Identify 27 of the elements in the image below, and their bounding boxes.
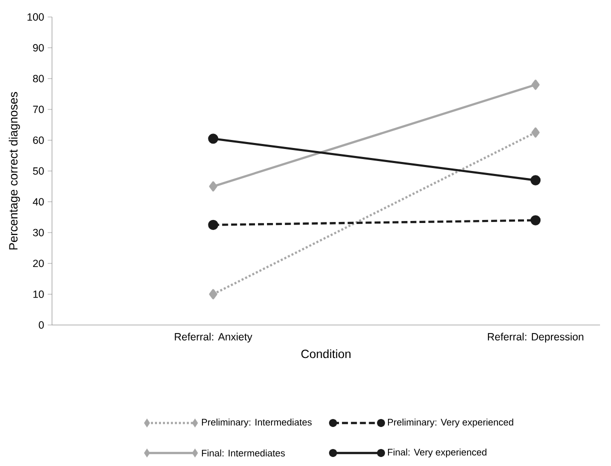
y-tick-label: 20 bbox=[33, 260, 44, 268]
legend-label: Preliminary: Very experienced bbox=[388, 418, 514, 428]
x-tick-label: Referral: Depression bbox=[488, 332, 584, 343]
legend-label: Preliminary: Intermediates bbox=[202, 418, 312, 428]
y-tick-label: 60 bbox=[33, 136, 44, 144]
x-tick-label: Referral: Anxiety bbox=[174, 332, 252, 343]
y-tick-label: 70 bbox=[33, 106, 44, 114]
point bbox=[531, 127, 540, 138]
y-tick-label: 0 bbox=[38, 321, 44, 329]
legend-label: Final: Intermediates bbox=[202, 450, 285, 456]
point bbox=[209, 289, 218, 300]
point bbox=[530, 175, 541, 186]
legend-label: Final: Very experienced bbox=[388, 448, 486, 458]
point bbox=[531, 80, 540, 90]
x-axis-title: Condition bbox=[301, 349, 350, 358]
y-tick-label: 90 bbox=[33, 44, 44, 52]
point bbox=[209, 181, 218, 192]
y-tick-label: 10 bbox=[33, 290, 44, 298]
y-axis-title: Percentage correct diagnoses bbox=[8, 92, 20, 250]
y-tick-label: 80 bbox=[33, 74, 44, 82]
y-tick-label: 50 bbox=[33, 167, 44, 175]
y-tick-label: 100 bbox=[28, 13, 44, 21]
point bbox=[530, 215, 541, 226]
point bbox=[208, 220, 218, 230]
y-tick-label: 30 bbox=[32, 228, 44, 236]
y-tick-label: 40 bbox=[32, 198, 44, 206]
point bbox=[208, 134, 218, 144]
